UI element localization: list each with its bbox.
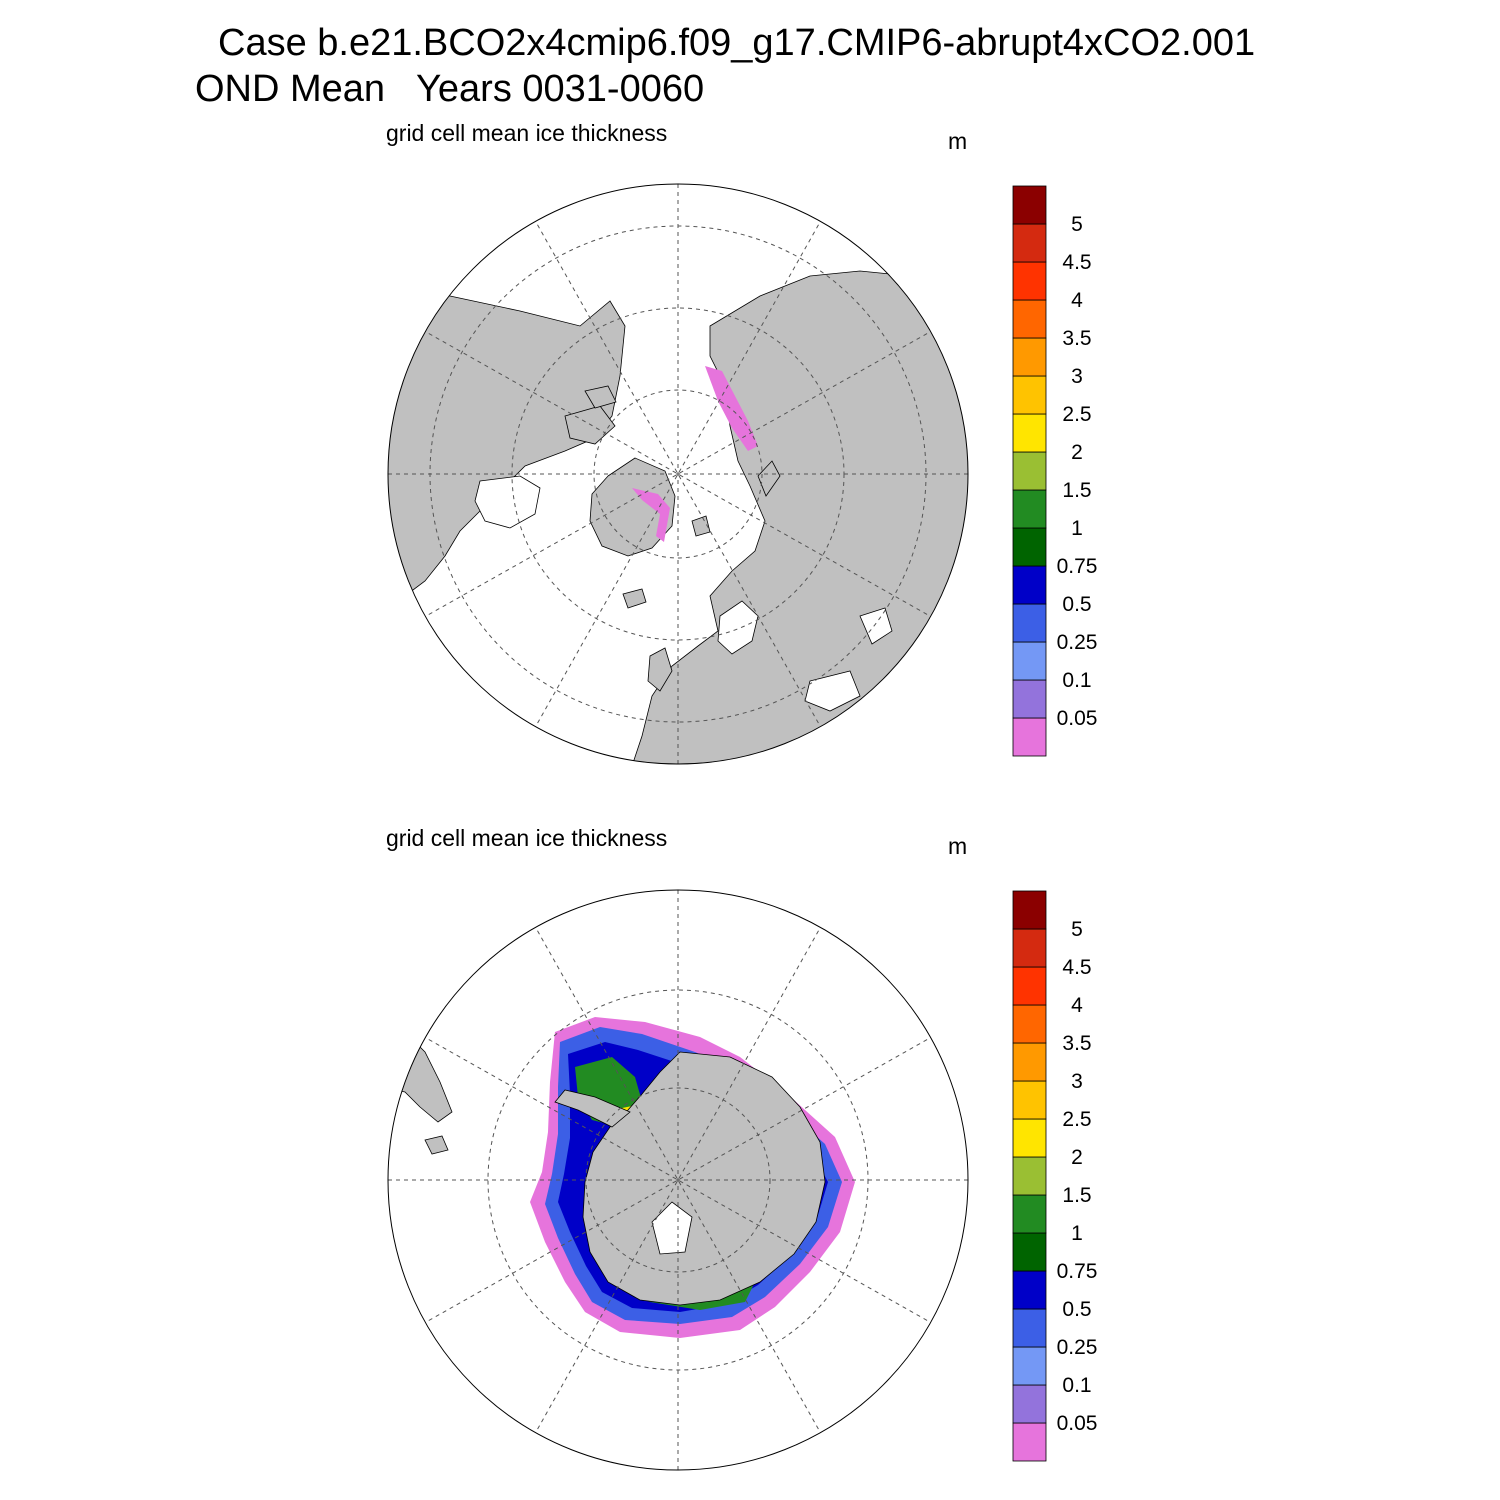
south-panel-title: grid cell mean ice thickness bbox=[386, 825, 668, 851]
colorbar-swatch bbox=[1012, 1004, 1047, 1044]
colorbar-swatch bbox=[1012, 890, 1047, 930]
colorbar-swatch bbox=[1012, 375, 1047, 415]
hudson-bay bbox=[474, 475, 541, 529]
colorbar-swatch bbox=[1012, 185, 1047, 225]
colorbar-tick-label: 0.75 bbox=[1057, 555, 1098, 578]
colorbar-swatch bbox=[1012, 489, 1047, 529]
colorbar-tick-label: 0.1 bbox=[1062, 669, 1091, 692]
colorbar-swatch bbox=[1012, 565, 1047, 605]
colorbar-swatch bbox=[1012, 1232, 1047, 1272]
colorbar-tick-label: 2 bbox=[1071, 441, 1083, 464]
colorbar-tick-label: 0.05 bbox=[1057, 1412, 1098, 1435]
colorbar-tick-label: 3 bbox=[1071, 1070, 1083, 1093]
colorbar-swatch bbox=[1012, 928, 1047, 968]
south-colorbar: 0.05 0.1 0.25 0.5 0.75 1 1.5 2 2.5 3 3.5 4 4.5 5 bbox=[1012, 890, 1098, 1462]
colorbar-tick-label: 4 bbox=[1071, 994, 1083, 1017]
colorbar-tick-label: 1.5 bbox=[1062, 479, 1091, 502]
baltic-sea bbox=[717, 600, 759, 655]
colorbar-tick-label: 0.75 bbox=[1057, 1260, 1098, 1283]
land-uk bbox=[647, 647, 673, 692]
north-polar-map bbox=[387, 183, 969, 765]
colorbar-tick-label: 4 bbox=[1071, 289, 1083, 312]
ross-ice-shelf bbox=[651, 1201, 693, 1255]
north-colorbar: 0.05 0.1 0.25 0.5 0.75 1 1.5 2 2.5 3 3.5 4 4.5 5 bbox=[1012, 185, 1098, 757]
colorbar-swatch bbox=[1012, 1156, 1047, 1196]
colorbar-tick-label: 1 bbox=[1071, 1222, 1083, 1245]
colorbar-swatch bbox=[1012, 527, 1047, 567]
colorbar-swatch bbox=[1012, 261, 1047, 301]
colorbar-swatch bbox=[1012, 641, 1047, 681]
colorbar-swatch bbox=[1012, 1384, 1047, 1424]
colorbar-swatch bbox=[1012, 1080, 1047, 1120]
colorbar-swatch bbox=[1012, 1346, 1047, 1386]
colorbar-tick-label: 2.5 bbox=[1062, 403, 1091, 426]
colorbar-swatch bbox=[1012, 299, 1047, 339]
colorbar-swatch bbox=[1012, 1422, 1047, 1462]
colorbar-swatch bbox=[1012, 1194, 1047, 1234]
colorbar-tick-label: 0.1 bbox=[1062, 1374, 1091, 1397]
colorbar-swatch bbox=[1012, 451, 1047, 491]
north-panel-units: m bbox=[948, 128, 968, 154]
south-polar-map bbox=[387, 889, 969, 1471]
colorbar-tick-label: 3.5 bbox=[1062, 327, 1091, 350]
colorbar-tick-label: 0.25 bbox=[1057, 631, 1098, 654]
colorbar-swatch bbox=[1012, 603, 1047, 643]
land-greenland bbox=[589, 457, 676, 557]
colorbar-tick-label: 5 bbox=[1071, 213, 1083, 236]
north-panel-title: grid cell mean ice thickness bbox=[386, 120, 668, 146]
colorbar-swatch bbox=[1012, 223, 1047, 263]
colorbar-tick-label: 1.5 bbox=[1062, 1184, 1091, 1207]
figure-title-line1: Case b.e21.BCO2x4cmip6.f09_g17.CMIP6-abr… bbox=[218, 22, 1256, 64]
colorbar-tick-label: 3 bbox=[1071, 365, 1083, 388]
south-panel-units: m bbox=[948, 833, 968, 859]
colorbar-swatch bbox=[1012, 1308, 1047, 1348]
colorbar-swatch bbox=[1012, 717, 1047, 757]
land-antarctic-peninsula bbox=[554, 1089, 631, 1128]
colorbar-swatch bbox=[1012, 1042, 1047, 1082]
land-svalbard bbox=[691, 515, 711, 537]
colorbar-tick-label: 0.5 bbox=[1062, 1298, 1091, 1321]
colorbar-tick-label: 3.5 bbox=[1062, 1032, 1091, 1055]
land-iceland bbox=[622, 588, 647, 609]
colorbar-tick-label: 0.5 bbox=[1062, 593, 1091, 616]
colorbar-tick-label: 4.5 bbox=[1062, 956, 1091, 979]
colorbar-tick-label: 0.05 bbox=[1057, 707, 1098, 730]
figure-title-line2: OND Mean Years 0031-0060 bbox=[195, 68, 705, 110]
colorbar-tick-label: 2 bbox=[1071, 1146, 1083, 1169]
colorbar-tick-label: 2.5 bbox=[1062, 1108, 1091, 1131]
colorbar-swatch bbox=[1012, 1118, 1047, 1158]
colorbar-swatch bbox=[1012, 679, 1047, 719]
colorbar-tick-label: 0.25 bbox=[1057, 1336, 1098, 1359]
colorbar-tick-label: 5 bbox=[1071, 918, 1083, 941]
colorbar-tick-label: 4.5 bbox=[1062, 251, 1091, 274]
ice-band-siberian-shelf bbox=[705, 366, 758, 451]
land-north-america bbox=[388, 285, 626, 607]
ice-band-greenland-coast bbox=[632, 488, 670, 542]
colorbar-swatch bbox=[1012, 337, 1047, 377]
colorbar-swatch bbox=[1012, 966, 1047, 1006]
colorbar-swatch bbox=[1012, 1270, 1047, 1310]
colorbar-swatch bbox=[1012, 413, 1047, 453]
colorbar-tick-label: 1 bbox=[1071, 517, 1083, 540]
land-arctic-archipelago bbox=[564, 405, 616, 445]
